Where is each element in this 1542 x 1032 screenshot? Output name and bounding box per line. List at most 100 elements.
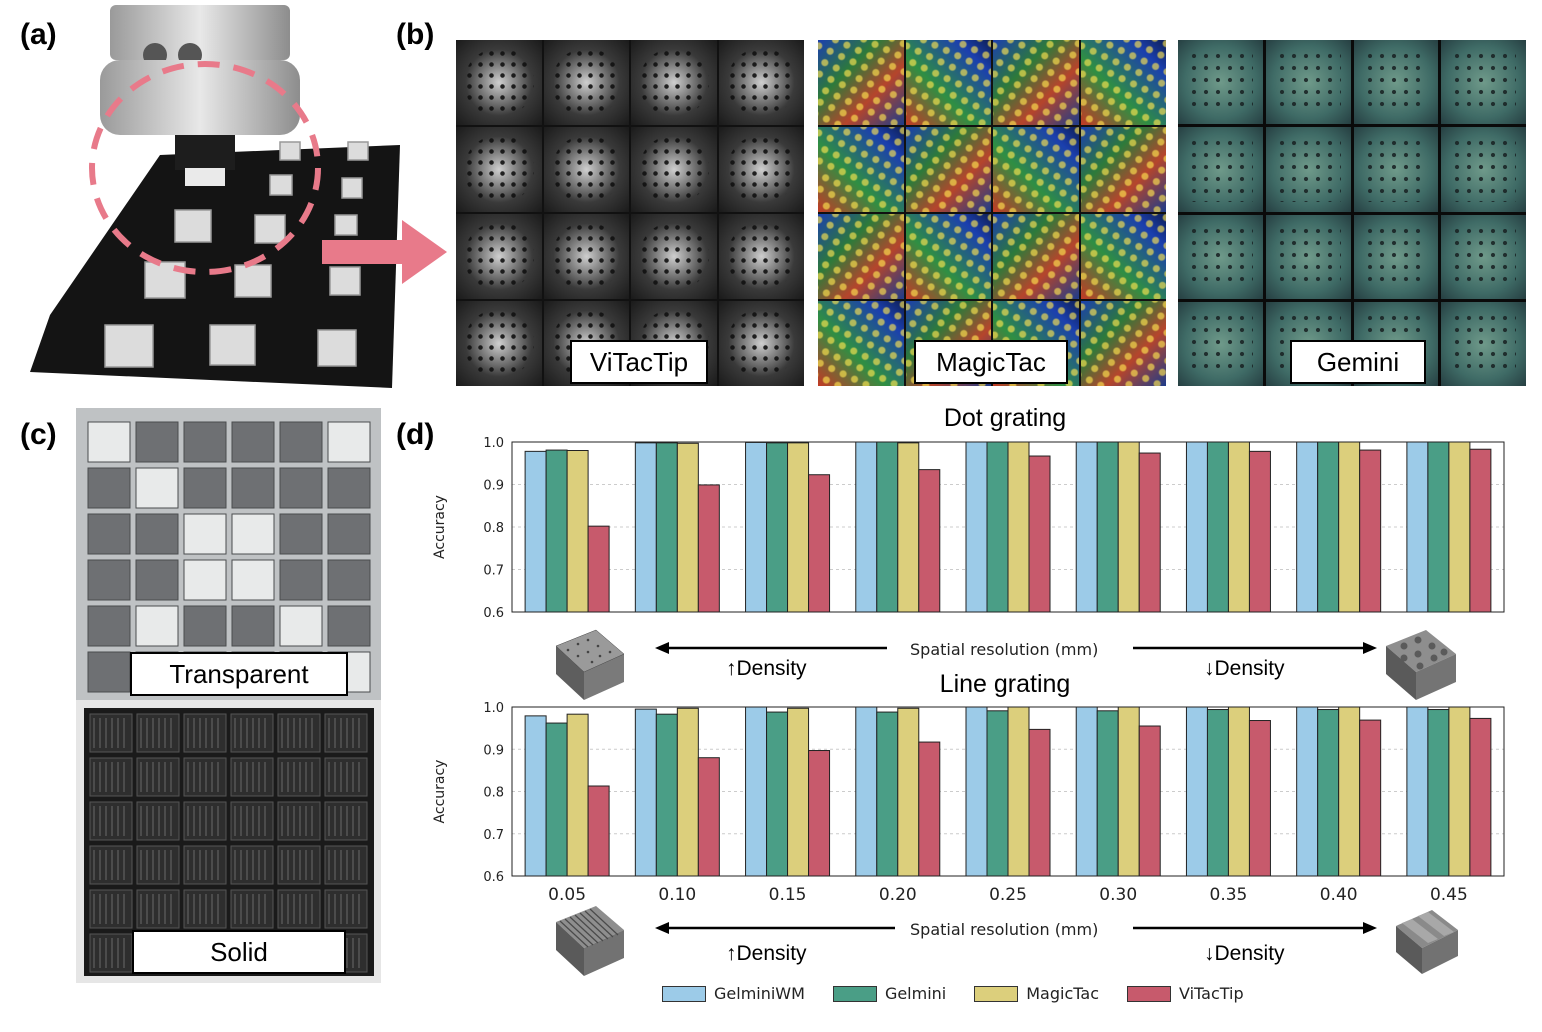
bar-gelminiwm — [965, 706, 988, 877]
y-tick-label: 0.6 — [483, 606, 504, 620]
x-tick-label: 0.35 — [1210, 885, 1248, 905]
x-tick-label: 0.20 — [879, 885, 917, 905]
y-tick-label: 0.7 — [483, 564, 504, 579]
bar-gelmini — [876, 441, 899, 613]
bar-gelmini — [1427, 709, 1450, 877]
bar-gelminiwm — [1075, 441, 1098, 613]
y-tick-label: 0.9 — [483, 743, 504, 758]
bar-gelminiwm — [1406, 706, 1429, 877]
x-axis-label-bottom: Spatial resolution (mm) — [910, 920, 1099, 939]
y-tick-label: 0.8 — [483, 521, 504, 536]
robot-gripper-photo-icon — [30, 5, 400, 388]
bar-gelmini — [1317, 709, 1340, 877]
line-grating-chart: 0.6 0.7 0.8 0.9 1.0 Accuracy 0.05 0.10 0.15 0.20 0… — [432, 701, 1505, 905]
gemini-label: Gemini — [1290, 340, 1426, 384]
legend-item-vitactip: ViTacTip — [1126, 984, 1244, 1003]
bar-magictac — [1117, 441, 1140, 613]
magictac-image-grid — [818, 40, 1166, 386]
bar-magictac — [676, 442, 699, 613]
legend-label: Gelmini — [884, 984, 947, 1003]
dot-grating-sample-icon — [1386, 630, 1456, 700]
bar-magictac — [566, 450, 589, 613]
bar-vitactip — [587, 525, 610, 613]
y-axis-label: Accuracy — [432, 495, 448, 559]
bar-gelmini — [545, 722, 568, 877]
legend-item-gelmini: Gelmini — [832, 984, 947, 1003]
y-axis-label: Accuracy — [432, 760, 448, 824]
bar-magictac — [1448, 441, 1471, 613]
bar-gelminiwm — [855, 441, 878, 613]
bar-vitactip — [918, 741, 941, 877]
gemini-image-grid — [1178, 40, 1526, 386]
bar-gelmini — [655, 713, 678, 877]
legend-item-gelminiwm: GelminiWM — [662, 984, 805, 1003]
x-tick-label: 0.45 — [1430, 885, 1468, 905]
bar-gelmini — [986, 441, 1009, 613]
bar-vitactip — [697, 484, 720, 613]
bar-gelminiwm — [855, 706, 878, 877]
x-tick-label: 0.10 — [658, 885, 696, 905]
y-tick-label: 0.9 — [483, 479, 504, 494]
legend-item-magictac: MagicTac — [974, 984, 1099, 1003]
density-arrows-top — [655, 642, 1377, 654]
bar-vitactip — [697, 757, 720, 877]
bar-magictac — [787, 707, 810, 877]
bar-vitactip — [1028, 455, 1051, 613]
density-increase-bottom: ↑Density — [726, 942, 807, 965]
bar-vitactip — [1469, 448, 1492, 613]
legend-label: MagicTac — [1026, 984, 1099, 1003]
y-tick-label: 0.7 — [483, 828, 504, 843]
bar-vitactip — [808, 474, 831, 613]
legend-label: GelminiWM — [714, 984, 805, 1003]
panel-letter-c: (c) — [20, 418, 57, 451]
line-grating-sample-icon — [1396, 910, 1458, 974]
transparent-label: Transparent — [130, 652, 348, 696]
bar-vitactip — [587, 785, 610, 877]
y-tick-label: 0.6 — [483, 870, 504, 885]
panel-letter-b: (b) — [396, 18, 435, 51]
bar-magictac — [1117, 706, 1140, 877]
x-axis-label-top: Spatial resolution (mm) — [910, 640, 1099, 659]
bar-vitactip — [1359, 719, 1382, 877]
density-decrease-bottom: ↓Density — [1204, 942, 1285, 965]
chart-legend: GelminiWM Gelmini MagicTac ViTacTip — [662, 984, 1262, 1003]
density-arrows-bottom — [655, 922, 1377, 934]
bar-gelminiwm — [1296, 706, 1319, 877]
bar-magictac — [787, 442, 810, 613]
arrow-right-icon — [322, 220, 447, 284]
bar-gelminiwm — [524, 450, 547, 613]
bar-gelmini — [655, 442, 678, 613]
line-grating-title: Line grating — [939, 670, 1071, 698]
y-tick-label: 0.8 — [483, 786, 504, 801]
panel-letter-d: (d) — [396, 418, 435, 451]
bar-vitactip — [1138, 452, 1161, 613]
bar-gelmini — [1427, 441, 1450, 613]
bar-gelmini — [1096, 710, 1119, 877]
bar-gelmini — [1096, 441, 1119, 613]
bar-vitactip — [808, 750, 831, 877]
x-tick-label: 0.05 — [548, 885, 586, 905]
x-tick-label: 0.15 — [769, 885, 807, 905]
bar-magictac — [1338, 706, 1361, 877]
bar-gelminiwm — [745, 706, 768, 877]
bar-gelmini — [766, 711, 789, 877]
bar-magictac — [1227, 441, 1250, 613]
bar-vitactip — [1248, 720, 1271, 877]
bar-vitactip — [1028, 728, 1051, 877]
bar-gelmini — [545, 449, 568, 613]
x-tick-label: 0.40 — [1320, 885, 1358, 905]
density-increase-top: ↑Density — [726, 657, 807, 680]
bar-magictac — [1338, 441, 1361, 613]
bar-gelminiwm — [745, 441, 768, 613]
bar-gelminiwm — [524, 715, 547, 877]
bar-gelminiwm — [1185, 441, 1208, 613]
density-decrease-top: ↓Density — [1204, 657, 1285, 680]
bar-gelminiwm — [1185, 706, 1208, 877]
y-tick-label: 1.0 — [483, 436, 504, 451]
magictac-label: MagicTac — [914, 340, 1068, 384]
dot-grating-title: Dot grating — [943, 404, 1067, 432]
bar-vitactip — [918, 469, 941, 613]
bar-gelminiwm — [1406, 441, 1429, 613]
bar-gelminiwm — [634, 442, 657, 613]
bar-vitactip — [1469, 717, 1492, 877]
